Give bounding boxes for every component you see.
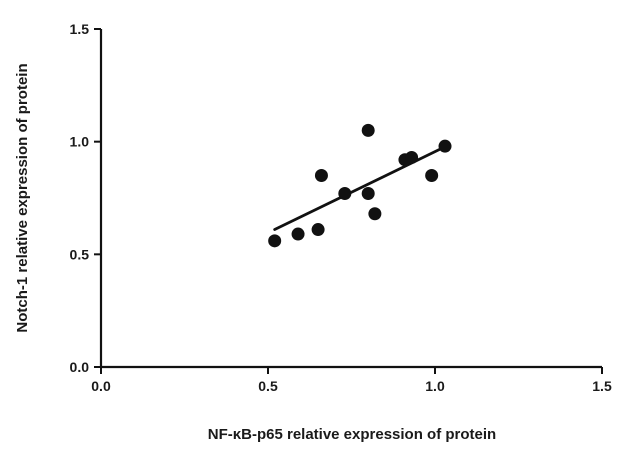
data-point (368, 207, 382, 221)
data-point (314, 168, 328, 182)
data-point (311, 223, 325, 237)
data-point (361, 186, 375, 200)
y-tick-label: 0.5 (70, 246, 90, 262)
data-point (425, 168, 439, 182)
x-tick-label: 1.5 (592, 378, 612, 394)
data-point (361, 123, 375, 137)
data-point (405, 150, 419, 164)
x-axis-title: NF-κB-p65 relative expression of protein (208, 426, 496, 443)
y-tick-label: 0.0 (70, 359, 90, 375)
y-tick-label: 1.5 (70, 21, 90, 37)
data-point (438, 139, 452, 153)
y-tick-label: 1.0 (70, 134, 90, 150)
data-point (268, 234, 282, 248)
data-point (291, 227, 305, 241)
x-tick-label: 0.0 (91, 378, 111, 394)
x-tick-label: 1.0 (425, 378, 445, 394)
x-tick-label: 0.5 (258, 378, 278, 394)
axes: 0.0 0.5 1.0 1.5 0.0 0.5 1.0 1.5 (70, 21, 612, 394)
y-axis-title: Notch-1 relative expression of protein (14, 63, 31, 332)
data-point (338, 186, 352, 200)
points-layer (268, 123, 452, 248)
